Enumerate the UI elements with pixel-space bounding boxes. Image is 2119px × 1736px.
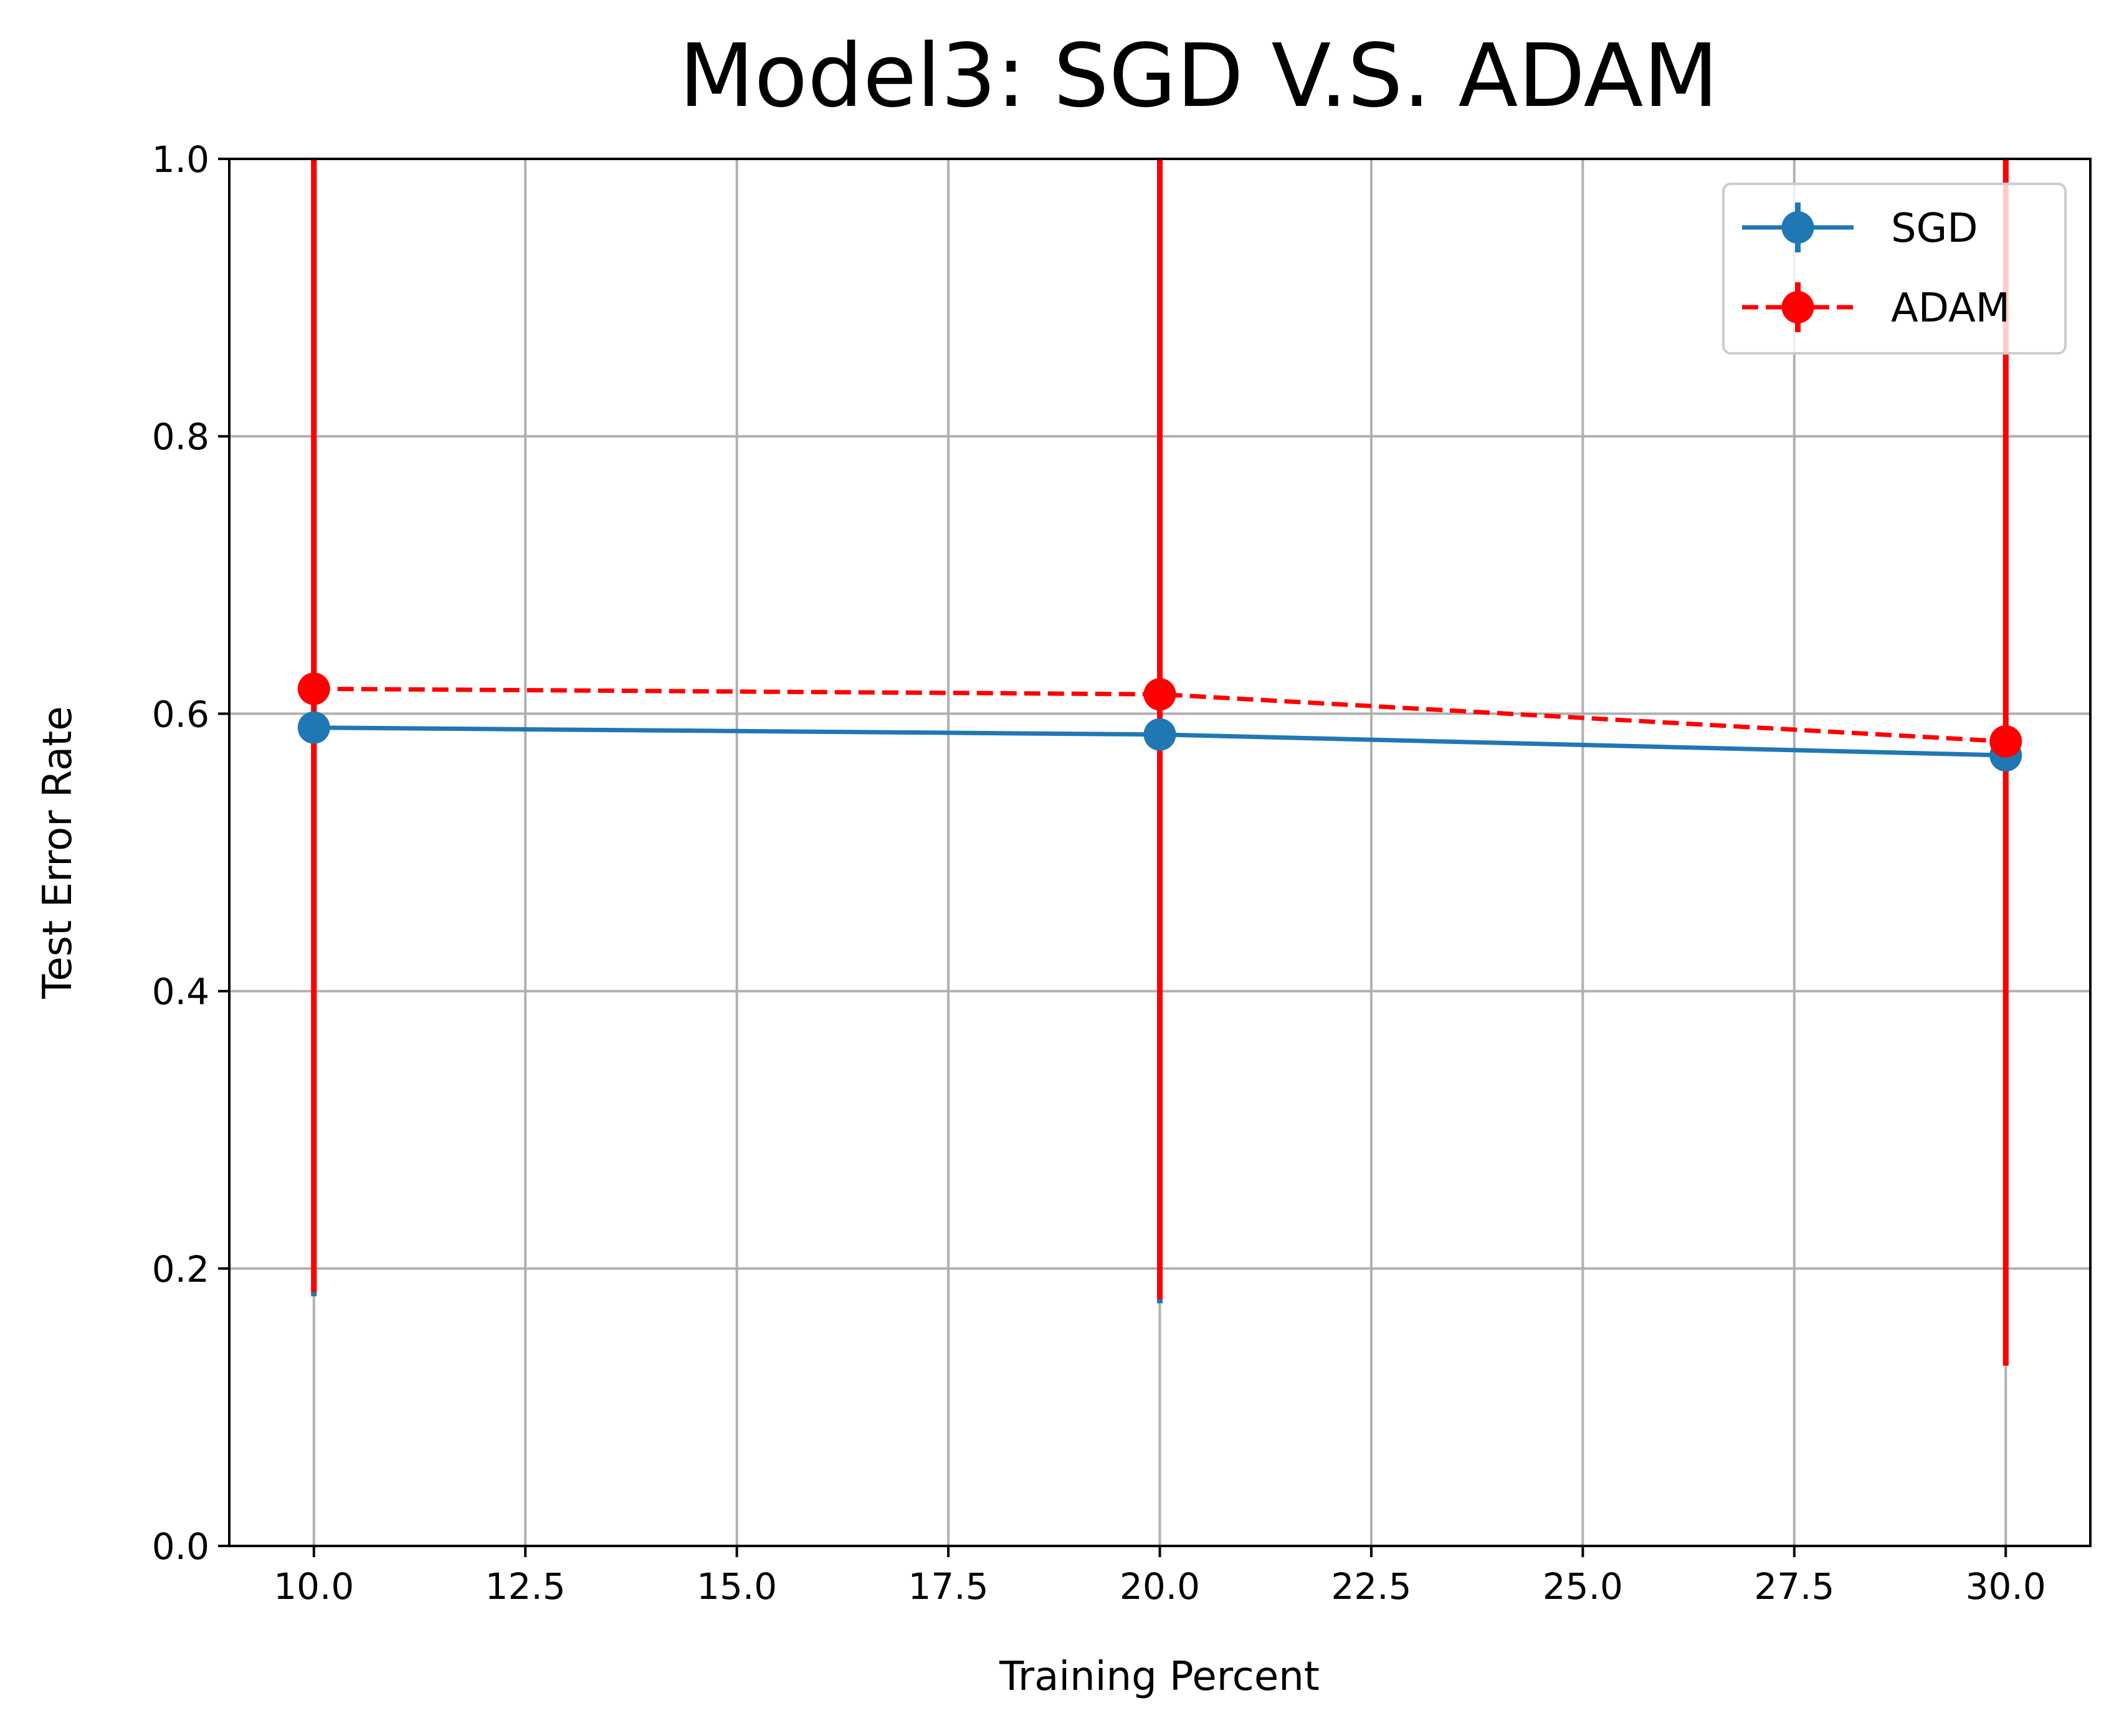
y-tick-label: 1.0 [152, 138, 209, 181]
x-axis-label: Training Percent [999, 1654, 1320, 1700]
chart-title: Model3: SGD V.S. ADAM [679, 26, 1719, 127]
adam-line [313, 686, 2006, 744]
legend-adam-label: ADAM [1891, 285, 2010, 331]
adam-marker [297, 672, 330, 705]
adam-marker [1143, 678, 1176, 711]
sgd-marker [297, 711, 330, 744]
y-axis-ticks: 0.0 0.2 0.4 0.6 0.8 1.0 [152, 138, 229, 1568]
legend: SGD ADAM [1722, 183, 2067, 355]
y-tick-label: 0.8 [152, 416, 209, 458]
legend-sgd-marker [1781, 211, 1814, 244]
x-tick-label: 12.5 [485, 1565, 566, 1608]
legend-adam-marker [1781, 291, 1814, 323]
legend-sgd-label: SGD [1891, 206, 1978, 252]
y-tick-label: 0.4 [152, 971, 209, 1013]
y-tick-label: 0.0 [152, 1525, 209, 1568]
x-tick-label: 17.5 [908, 1565, 988, 1608]
sgd-marker [1143, 718, 1176, 751]
adam-marker [1989, 725, 2022, 758]
x-axis-ticks: 10.0 12.5 15.0 17.5 20.0 22.5 25.0 27.5 30.0 [274, 1546, 2046, 1608]
x-tick-label: 30.0 [1966, 1565, 2046, 1608]
legend-entries: SGD ADAM [1742, 203, 2010, 332]
x-tick-label: 10.0 [274, 1565, 354, 1608]
x-tick-label: 20.0 [1120, 1565, 1200, 1608]
x-tick-label: 25.0 [1543, 1565, 1623, 1608]
y-tick-label: 0.6 [152, 693, 209, 735]
x-tick-label: 22.5 [1331, 1565, 1411, 1608]
y-tick-label: 0.2 [152, 1248, 209, 1290]
x-tick-label: 27.5 [1754, 1565, 1834, 1608]
x-tick-label: 15.0 [697, 1565, 777, 1608]
series-markers [297, 672, 2022, 772]
y-axis-label: Test Error Rate [35, 706, 81, 999]
